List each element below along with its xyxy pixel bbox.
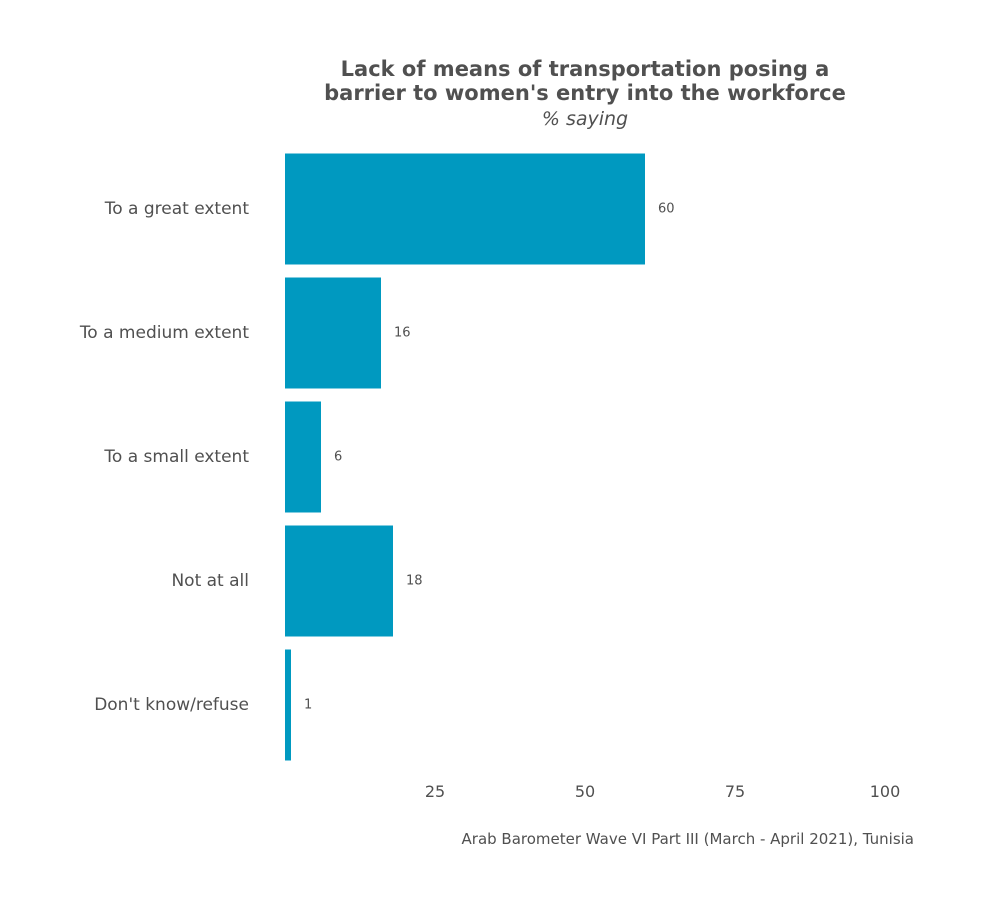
bar	[285, 153, 645, 265]
category-label: To a small extent	[103, 447, 249, 467]
x-tick-label: 25	[425, 782, 445, 801]
value-label: 16	[394, 326, 411, 341]
category-labels-group: To a great extent To a medium extent To a …	[79, 199, 250, 715]
value-labels-group: 60 16 6 18 1	[304, 202, 675, 713]
x-tick-label: 75	[725, 782, 745, 801]
chart-caption: Arab Barometer Wave VI Part III (March -…	[462, 830, 914, 848]
category-label: To a medium extent	[79, 323, 250, 343]
value-label: 6	[334, 450, 342, 465]
x-tick-label: 100	[870, 782, 901, 801]
bars-group	[285, 153, 645, 761]
chart-title-line-1: Lack of means of transportation posing a	[341, 57, 830, 81]
bar	[285, 525, 393, 637]
value-label: 18	[406, 574, 423, 589]
bar	[285, 649, 291, 761]
category-label: Don't know/refuse	[94, 695, 249, 715]
category-label: To a great extent	[104, 199, 250, 219]
value-label: 60	[658, 202, 675, 217]
bar	[285, 401, 321, 513]
bar	[285, 277, 381, 389]
value-label: 1	[304, 698, 312, 713]
chart-title-line-2: barrier to women's entry into the workfo…	[324, 81, 846, 105]
chart-subtitle: % saying	[542, 108, 628, 130]
category-label: Not at all	[171, 571, 249, 591]
x-axis-ticks-group: 25 50 75 100	[425, 782, 900, 801]
x-tick-label: 50	[575, 782, 595, 801]
